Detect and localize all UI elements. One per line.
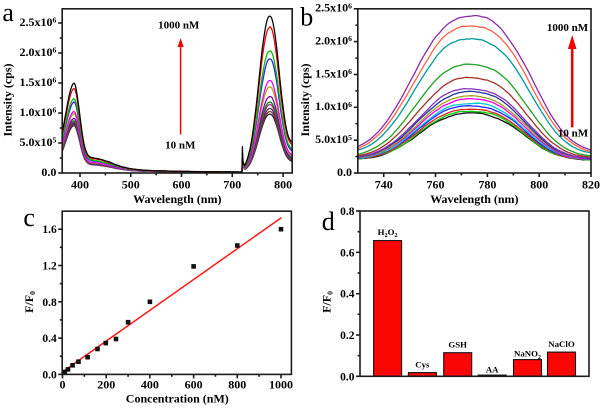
svg-text:2.0x106: 2.0x106 xyxy=(315,33,352,47)
svg-text:NaNO2: NaNO2 xyxy=(514,349,541,361)
svg-text:0.4: 0.4 xyxy=(340,289,355,301)
svg-text:400: 400 xyxy=(71,177,89,191)
svg-text:1.6: 1.6 xyxy=(42,224,57,236)
svg-text:Intensity (cps): Intensity (cps) xyxy=(0,63,14,136)
svg-text:700: 700 xyxy=(223,177,241,191)
svg-text:0.6: 0.6 xyxy=(340,247,355,259)
svg-text:0.2: 0.2 xyxy=(340,330,355,342)
svg-text:740: 740 xyxy=(375,177,393,191)
svg-text:600: 600 xyxy=(173,177,191,191)
svg-text:820: 820 xyxy=(582,177,600,191)
svg-text:Wavelength (nm): Wavelength (nm) xyxy=(430,192,518,206)
svg-text:AA: AA xyxy=(486,365,499,375)
svg-text:200: 200 xyxy=(97,378,115,392)
svg-text:5.0x105: 5.0x105 xyxy=(315,132,352,146)
svg-text:0.8: 0.8 xyxy=(340,206,355,218)
svg-text:Concentration (nM): Concentration (nM) xyxy=(126,391,229,405)
svg-text:F/F0: F/F0 xyxy=(320,291,335,313)
svg-text:b: b xyxy=(300,2,313,31)
svg-text:0.0: 0.0 xyxy=(337,165,352,179)
svg-text:1.0x106: 1.0x106 xyxy=(20,105,57,119)
svg-text:0: 0 xyxy=(60,378,66,392)
svg-text:800: 800 xyxy=(274,177,292,191)
svg-text:d: d xyxy=(322,207,335,236)
svg-text:0.4: 0.4 xyxy=(42,333,57,345)
svg-text:1.5x106: 1.5x106 xyxy=(315,66,352,80)
svg-text:0.0: 0.0 xyxy=(42,369,57,381)
svg-text:0.0: 0.0 xyxy=(41,165,56,179)
svg-text:1000 nM: 1000 nM xyxy=(158,20,200,32)
svg-text:5.0x105: 5.0x105 xyxy=(20,135,57,149)
svg-text:10 nM: 10 nM xyxy=(558,128,589,140)
svg-text:780: 780 xyxy=(478,177,496,191)
svg-text:a: a xyxy=(2,0,14,27)
svg-text:F/F0: F/F0 xyxy=(22,291,37,313)
svg-text:800: 800 xyxy=(530,177,548,191)
svg-text:1.0x106: 1.0x106 xyxy=(315,99,352,113)
svg-text:2.0x106: 2.0x106 xyxy=(20,45,57,59)
svg-text:1.2: 1.2 xyxy=(42,261,57,273)
svg-text:0.0: 0.0 xyxy=(340,371,355,383)
svg-text:760: 760 xyxy=(427,177,445,191)
svg-text:GSH: GSH xyxy=(448,340,467,350)
svg-text:1000: 1000 xyxy=(269,378,293,392)
svg-text:800: 800 xyxy=(228,378,246,392)
svg-text:c: c xyxy=(23,203,35,232)
svg-text:1.5x106: 1.5x106 xyxy=(20,75,57,89)
svg-text:2.5x106: 2.5x106 xyxy=(315,1,352,15)
svg-text:400: 400 xyxy=(141,378,159,392)
svg-text:500: 500 xyxy=(122,177,140,191)
svg-text:Wavelength (nm): Wavelength (nm) xyxy=(133,192,221,206)
svg-text:1000 nM: 1000 nM xyxy=(547,22,589,34)
svg-text:NaClO: NaClO xyxy=(548,339,575,349)
svg-text:10 nM: 10 nM xyxy=(165,139,196,151)
svg-text:Intensity (cps): Intensity (cps) xyxy=(298,63,312,136)
svg-text:2.5x106: 2.5x106 xyxy=(20,15,57,29)
svg-text:600: 600 xyxy=(185,378,203,392)
svg-text:0.8: 0.8 xyxy=(42,297,57,309)
svg-text:Cys: Cys xyxy=(415,359,430,369)
svg-text:H2O2: H2O2 xyxy=(378,227,398,239)
